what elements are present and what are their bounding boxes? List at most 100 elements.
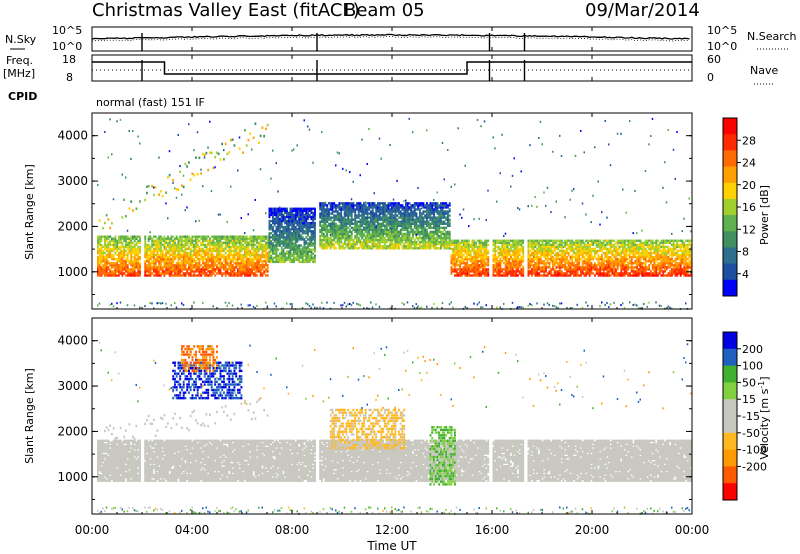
power-pixel [132,236,134,238]
power-pixel [319,221,321,223]
power-pixel [155,270,157,272]
power-pixel [349,212,351,214]
power-pixel [186,258,188,260]
power-pixel [347,202,349,204]
power-pixel [351,206,353,208]
power-pixel [185,240,187,242]
power-pixel [127,270,129,272]
power-pixel [171,268,173,270]
power-pixel [239,264,241,266]
power-pixel [538,266,540,268]
power-pixel [255,244,257,246]
power-pixel [330,229,332,231]
power-pixel [344,243,346,245]
power-pixel [162,240,164,242]
power-pixel [267,238,269,240]
power-pixel [106,250,108,252]
power-pixel [305,226,307,228]
power-pixel [101,246,103,248]
power-pixel [227,262,229,264]
power-pixel [230,250,232,252]
power-pixel [230,236,232,238]
power-pixel [496,246,498,248]
power-pixel [463,208,465,210]
power-pixel [484,246,486,248]
power-pixel [409,218,411,220]
power-pixel [515,274,517,276]
power-pixel [540,121,542,123]
power-pixel [174,256,176,258]
power-pixel [165,260,167,262]
power-pixel [522,274,524,276]
power-pixel [379,243,381,245]
power-pixel [326,239,328,241]
power-pixel [337,204,339,206]
power-pixel [242,238,244,240]
power-pixel [494,252,496,254]
power-pixel [237,246,239,248]
power-pixel [493,268,495,270]
power-pixel [458,127,460,129]
power-pixel [158,254,160,256]
power-pixel [417,221,419,223]
power-pixel [120,238,122,240]
power-pixel [433,216,435,218]
power-pixel [130,258,132,260]
power-pixel [543,191,545,193]
power-pixel [97,260,99,262]
power-pixel [298,253,300,255]
power-pixel [272,244,274,246]
power-pixel [332,221,334,223]
power-pixel [466,272,468,274]
power-pixel [179,244,181,246]
power-pixel [284,222,286,224]
power-pixel [522,252,524,254]
power-pixel [519,264,521,266]
power-pixel [120,242,122,244]
power-pixel [199,157,201,160]
power-pixel [234,144,236,147]
power-pixel [400,237,402,239]
power-pixel [151,250,153,252]
power-pixel [423,212,425,214]
power-pixel [267,266,269,268]
power-pixel [365,241,367,243]
power-pixel [321,212,323,214]
power-pixel [249,264,251,266]
power-pixel [556,260,558,262]
power-pixel [283,240,285,242]
power-pixel [272,226,274,228]
power-pixel [169,244,171,246]
power-pixel [277,212,279,214]
power-pixel [381,247,383,249]
power-pixel [391,216,393,218]
power-pixel [269,257,271,259]
power-pixel [157,260,159,262]
power-pixel [295,232,297,234]
power-pixel [192,258,194,260]
power-pixel [314,218,316,220]
power-pixel [372,223,374,225]
power-pixel [195,244,197,246]
power-pixel [405,223,407,225]
power-pixel [323,218,325,220]
power-pixel [528,266,530,268]
power-pixel [181,240,183,242]
power-pixel [451,260,453,262]
power-pixel [360,239,362,241]
power-pixel [501,274,503,276]
power-pixel [375,216,377,218]
power-pixel [433,204,435,206]
power-pixel [433,208,435,210]
power-pixel [241,274,243,276]
power-pixel [291,210,293,212]
power-pixel [197,244,199,246]
power-pixel [372,221,374,223]
power-pixel [428,208,430,210]
power-pixel [542,244,544,246]
power-pixel [125,242,127,244]
power-pixel [178,258,180,260]
power-pixel [353,302,355,304]
power-pixel [435,221,437,223]
power-pixel [458,260,460,262]
